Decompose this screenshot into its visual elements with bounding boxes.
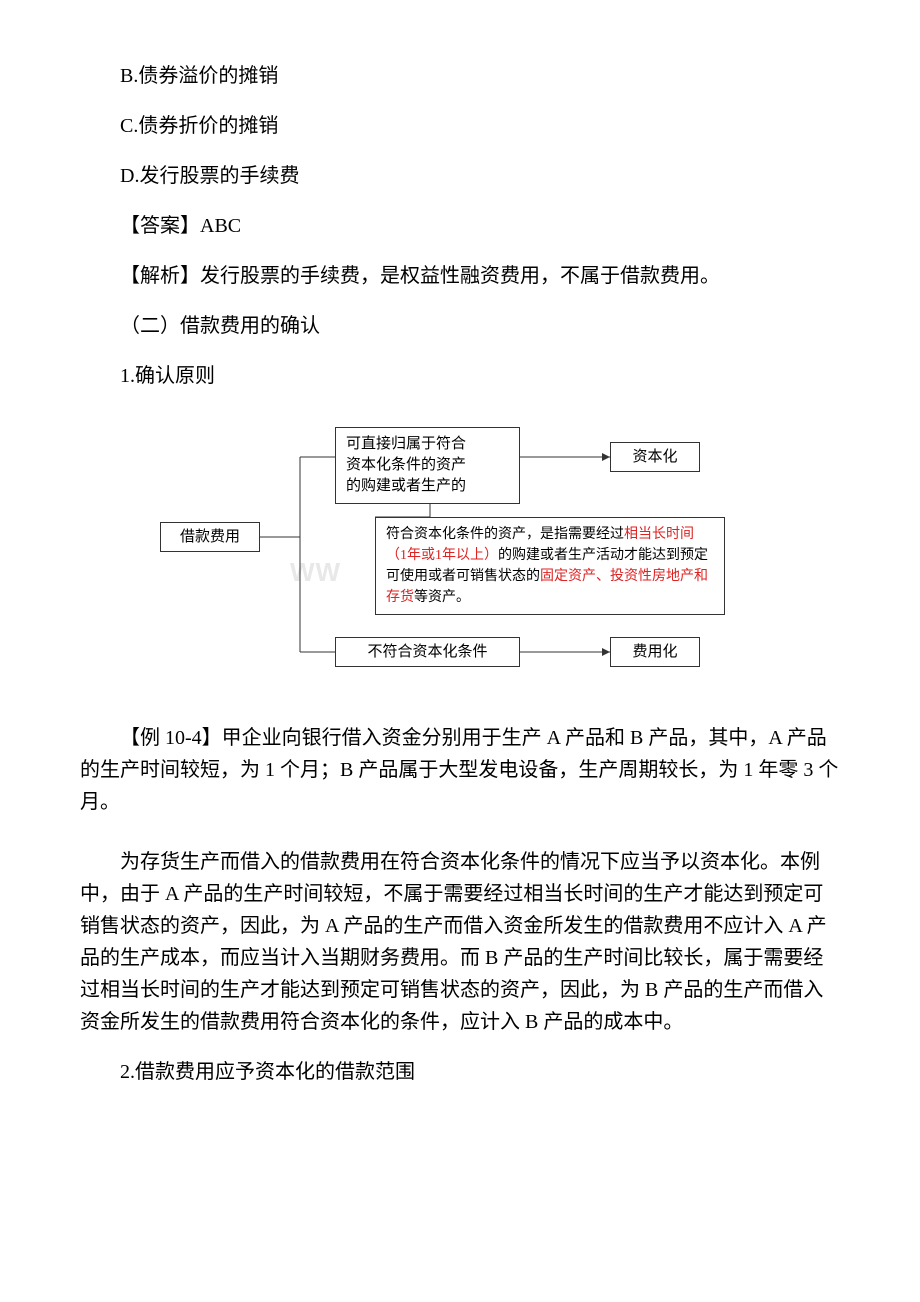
result1-label: 资本化 xyxy=(632,447,677,468)
answer-value: ABC xyxy=(200,215,241,237)
borrowing-cost-diagram: WW 借款费用 可直接归属于符合 资本化条件的资产 xyxy=(160,422,760,682)
note-tail: 等资产。 xyxy=(414,590,470,605)
diagram-container: WW 借款费用 可直接归属于符合 资本化条件的资产 xyxy=(80,422,840,682)
node-result2: 费用化 xyxy=(610,637,700,667)
result2-label: 费用化 xyxy=(632,642,677,663)
branch1-line3: 的购建或者生产的 xyxy=(346,476,509,497)
node-branch1: 可直接归属于符合 资本化条件的资产 的购建或者生产的 xyxy=(335,427,520,504)
branch1-line1: 可直接归属于符合 xyxy=(346,434,509,455)
node-note: 符合资本化条件的资产，是指需要经过相当长时间（1年或1年以上）的购建或者生产活动… xyxy=(375,517,725,615)
branch2-label: 不符合资本化条件 xyxy=(367,642,487,663)
section-2-1: 1.确认原则 xyxy=(80,360,840,392)
node-root-label: 借款费用 xyxy=(180,527,240,548)
node-branch2: 不符合资本化条件 xyxy=(335,637,520,667)
explain-label: 【解析】 xyxy=(120,265,200,287)
section-2-2: 2.借款费用应予资本化的借款范围 xyxy=(80,1056,840,1088)
explain-line: 【解析】发行股票的手续费，是权益性融资费用，不属于借款费用。 xyxy=(80,260,840,292)
option-d: D.发行股票的手续费 xyxy=(80,160,840,192)
example-para: 【例 10-4】甲企业向银行借入资金分别用于生产 A 产品和 B 产品，其中，A… xyxy=(80,722,840,818)
watermark-text: WW xyxy=(290,552,341,594)
note-pre: 符合资本化条件的资产，是指需要经过 xyxy=(386,527,624,542)
explain-text: 发行股票的手续费，是权益性融资费用，不属于借款费用。 xyxy=(200,265,720,287)
answer-line: 【答案】ABC xyxy=(80,210,840,242)
example-label: 【例 10-4】 xyxy=(120,727,222,749)
section-2-heading: （二）借款费用的确认 xyxy=(80,310,840,342)
option-c: C.债券折价的摊销 xyxy=(80,110,840,142)
option-b: B.债券溢价的摊销 xyxy=(80,60,840,92)
node-result1: 资本化 xyxy=(610,442,700,472)
branch1-line2: 资本化条件的资产 xyxy=(346,455,509,476)
answer-label: 【答案】 xyxy=(120,215,200,237)
detail-para: 为存货生产而借入的借款费用在符合资本化条件的情况下应当予以资本化。本例中，由于 … xyxy=(80,846,840,1038)
node-root: 借款费用 xyxy=(160,522,260,552)
